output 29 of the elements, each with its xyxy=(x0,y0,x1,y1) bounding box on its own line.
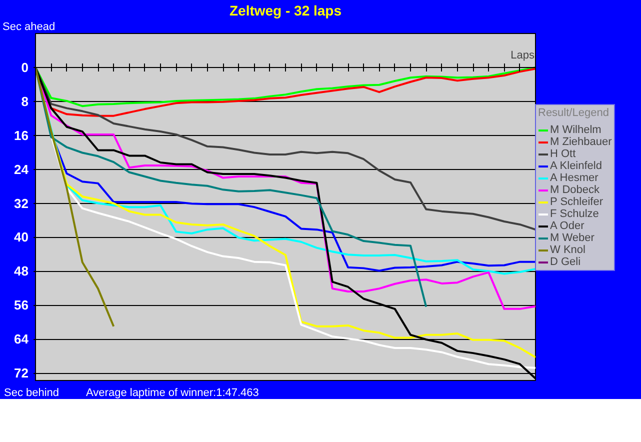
legend-label: M Weber xyxy=(550,232,594,244)
y-tick-label: 64 xyxy=(14,332,30,347)
legend-label: M Wilhelm xyxy=(550,124,602,136)
x-axis-title: Laps xyxy=(510,49,535,62)
legend-label: P Schleifer xyxy=(550,196,603,208)
y-axis-title: Sec ahead xyxy=(2,21,56,33)
y-tick-label: 16 xyxy=(14,128,29,143)
text: Sec behind xyxy=(4,386,60,401)
line-series xyxy=(36,66,115,328)
legend-label: A Oder xyxy=(550,220,584,232)
y-tick-label: 48 xyxy=(14,264,29,279)
y-tick-label: 56 xyxy=(14,298,29,313)
y-tick-label: 0 xyxy=(21,60,29,75)
legend-label: A Kleinfeld xyxy=(550,160,602,172)
y-tick-label: 40 xyxy=(14,230,29,245)
legend-label: H Ott xyxy=(550,148,576,160)
y-tick-label: 32 xyxy=(14,196,29,211)
y-tick-label: 72 xyxy=(14,366,29,381)
legend-label: M Ziehbauer xyxy=(550,136,612,148)
y-tick-label: 8 xyxy=(21,94,29,109)
chart-title: Zeltweg - 32 laps xyxy=(229,2,342,18)
legend-label: F Schulze xyxy=(550,208,599,220)
legend-title: Result/Legend xyxy=(538,107,610,119)
y-tick-label: 24 xyxy=(14,162,30,177)
legend-label: D Geli xyxy=(550,256,581,268)
legend-label: A Hesmer xyxy=(550,172,598,184)
text: Average laptime of winner:1:47.463 xyxy=(86,386,259,401)
legend-label: M Dobeck xyxy=(550,184,600,196)
legend-label: W Knol xyxy=(550,244,586,256)
